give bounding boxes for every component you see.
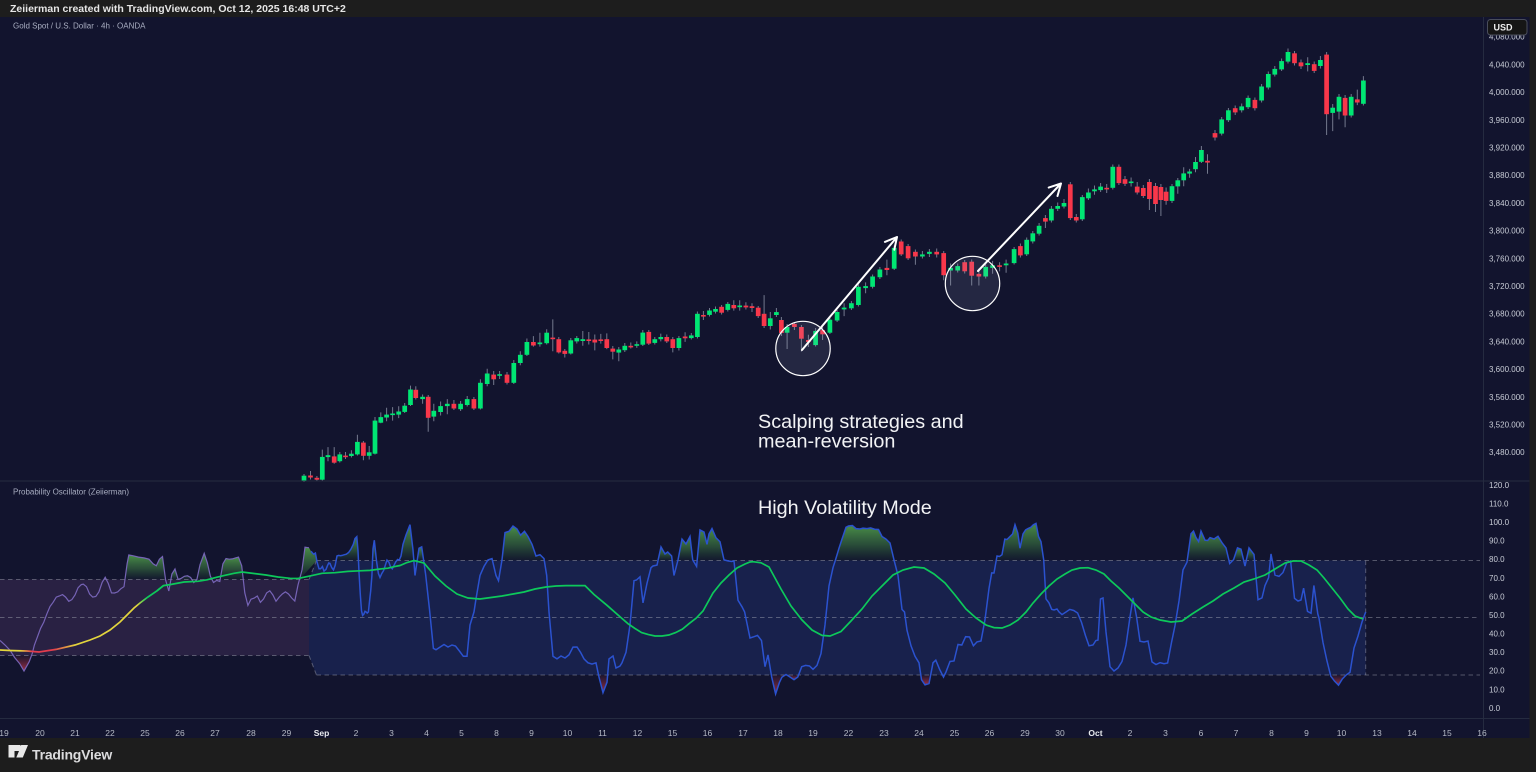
svg-text:28: 28 <box>246 728 256 738</box>
svg-text:10: 10 <box>563 728 573 738</box>
svg-text:90.0: 90.0 <box>1489 537 1505 546</box>
svg-text:6: 6 <box>1199 728 1204 738</box>
svg-text:20: 20 <box>35 728 45 738</box>
svg-text:4,000.000: 4,000.000 <box>1489 88 1525 97</box>
svg-text:11: 11 <box>598 728 607 738</box>
svg-text:Gold Spot / U.S. Dollar · 4h ·: Gold Spot / U.S. Dollar · 4h · OANDA <box>13 22 146 31</box>
svg-text:3,800.000: 3,800.000 <box>1489 227 1525 236</box>
svg-text:70.0: 70.0 <box>1489 574 1505 583</box>
svg-text:3,520.000: 3,520.000 <box>1489 421 1525 430</box>
svg-text:24: 24 <box>914 728 924 738</box>
svg-text:3,840.000: 3,840.000 <box>1489 199 1525 208</box>
svg-text:3,920.000: 3,920.000 <box>1489 144 1525 153</box>
svg-text:3,720.000: 3,720.000 <box>1489 282 1525 291</box>
svg-text:21: 21 <box>70 728 80 738</box>
svg-text:3,480.000: 3,480.000 <box>1489 448 1525 457</box>
svg-text:10: 10 <box>1337 728 1347 738</box>
svg-text:3,960.000: 3,960.000 <box>1489 116 1525 125</box>
svg-text:17: 17 <box>738 728 748 738</box>
svg-text:60.0: 60.0 <box>1489 592 1505 601</box>
svg-text:mean-reversion: mean-reversion <box>758 431 895 453</box>
svg-text:29: 29 <box>1020 728 1030 738</box>
svg-text:5: 5 <box>459 728 464 738</box>
svg-text:TradingView: TradingView <box>32 747 112 763</box>
svg-text:29: 29 <box>282 728 292 738</box>
svg-text:40.0: 40.0 <box>1489 630 1505 639</box>
svg-text:14: 14 <box>1407 728 1417 738</box>
svg-text:0.0: 0.0 <box>1489 704 1501 713</box>
svg-text:120.0: 120.0 <box>1489 481 1510 490</box>
svg-text:25: 25 <box>140 728 150 738</box>
svg-text:3,560.000: 3,560.000 <box>1489 393 1525 402</box>
svg-text:3: 3 <box>389 728 394 738</box>
svg-text:110.0: 110.0 <box>1489 500 1509 509</box>
svg-text:30: 30 <box>1055 728 1065 738</box>
svg-text:15: 15 <box>668 728 678 738</box>
svg-text:3,680.000: 3,680.000 <box>1489 310 1525 319</box>
svg-text:3,760.000: 3,760.000 <box>1489 254 1525 263</box>
svg-text:9: 9 <box>529 728 534 738</box>
svg-text:19: 19 <box>808 728 818 738</box>
svg-text:15: 15 <box>1442 728 1452 738</box>
svg-text:22: 22 <box>844 728 854 738</box>
svg-text:20.0: 20.0 <box>1489 667 1505 676</box>
svg-text:Sep: Sep <box>314 728 330 738</box>
svg-text:USD: USD <box>1494 23 1514 33</box>
svg-text:Oct: Oct <box>1088 728 1102 738</box>
svg-text:3,880.000: 3,880.000 <box>1489 171 1525 180</box>
svg-text:22: 22 <box>105 728 115 738</box>
svg-text:4,080.000: 4,080.000 <box>1489 33 1525 42</box>
svg-text:30.0: 30.0 <box>1489 648 1505 657</box>
svg-text:3,600.000: 3,600.000 <box>1489 365 1525 374</box>
svg-text:Probability Oscillator (Zeiier: Probability Oscillator (Zeiierman) <box>13 488 129 497</box>
svg-text:13: 13 <box>1372 728 1382 738</box>
svg-text:High Volatility Mode: High Volatility Mode <box>758 497 932 519</box>
svg-text:16: 16 <box>703 728 713 738</box>
svg-text:12: 12 <box>633 728 643 738</box>
svg-text:26: 26 <box>985 728 995 738</box>
svg-text:50.0: 50.0 <box>1489 611 1505 620</box>
svg-text:23: 23 <box>879 728 889 738</box>
svg-text:4,040.000: 4,040.000 <box>1489 60 1525 69</box>
svg-text:8: 8 <box>494 728 499 738</box>
svg-text:Scalping strategies and: Scalping strategies and <box>758 411 964 433</box>
svg-text:26: 26 <box>175 728 185 738</box>
svg-text:25: 25 <box>950 728 960 738</box>
svg-text:Zeiierman created with Trading: Zeiierman created with TradingView.com, … <box>10 3 346 15</box>
svg-text:9: 9 <box>1304 728 1309 738</box>
svg-text:2: 2 <box>1128 728 1133 738</box>
svg-text:3,640.000: 3,640.000 <box>1489 337 1525 346</box>
svg-text:27: 27 <box>210 728 220 738</box>
svg-text:100.0: 100.0 <box>1489 518 1510 527</box>
svg-text:16: 16 <box>1477 728 1487 738</box>
svg-text:19: 19 <box>0 728 9 738</box>
svg-text:2: 2 <box>354 728 359 738</box>
svg-text:3: 3 <box>1163 728 1168 738</box>
svg-text:10.0: 10.0 <box>1489 685 1505 694</box>
svg-text:8: 8 <box>1269 728 1274 738</box>
svg-text:4: 4 <box>424 728 429 738</box>
svg-text:7: 7 <box>1234 728 1239 738</box>
svg-text:80.0: 80.0 <box>1489 555 1505 564</box>
svg-text:18: 18 <box>773 728 783 738</box>
